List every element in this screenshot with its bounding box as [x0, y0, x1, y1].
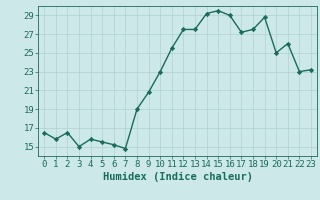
X-axis label: Humidex (Indice chaleur): Humidex (Indice chaleur)	[103, 172, 252, 182]
